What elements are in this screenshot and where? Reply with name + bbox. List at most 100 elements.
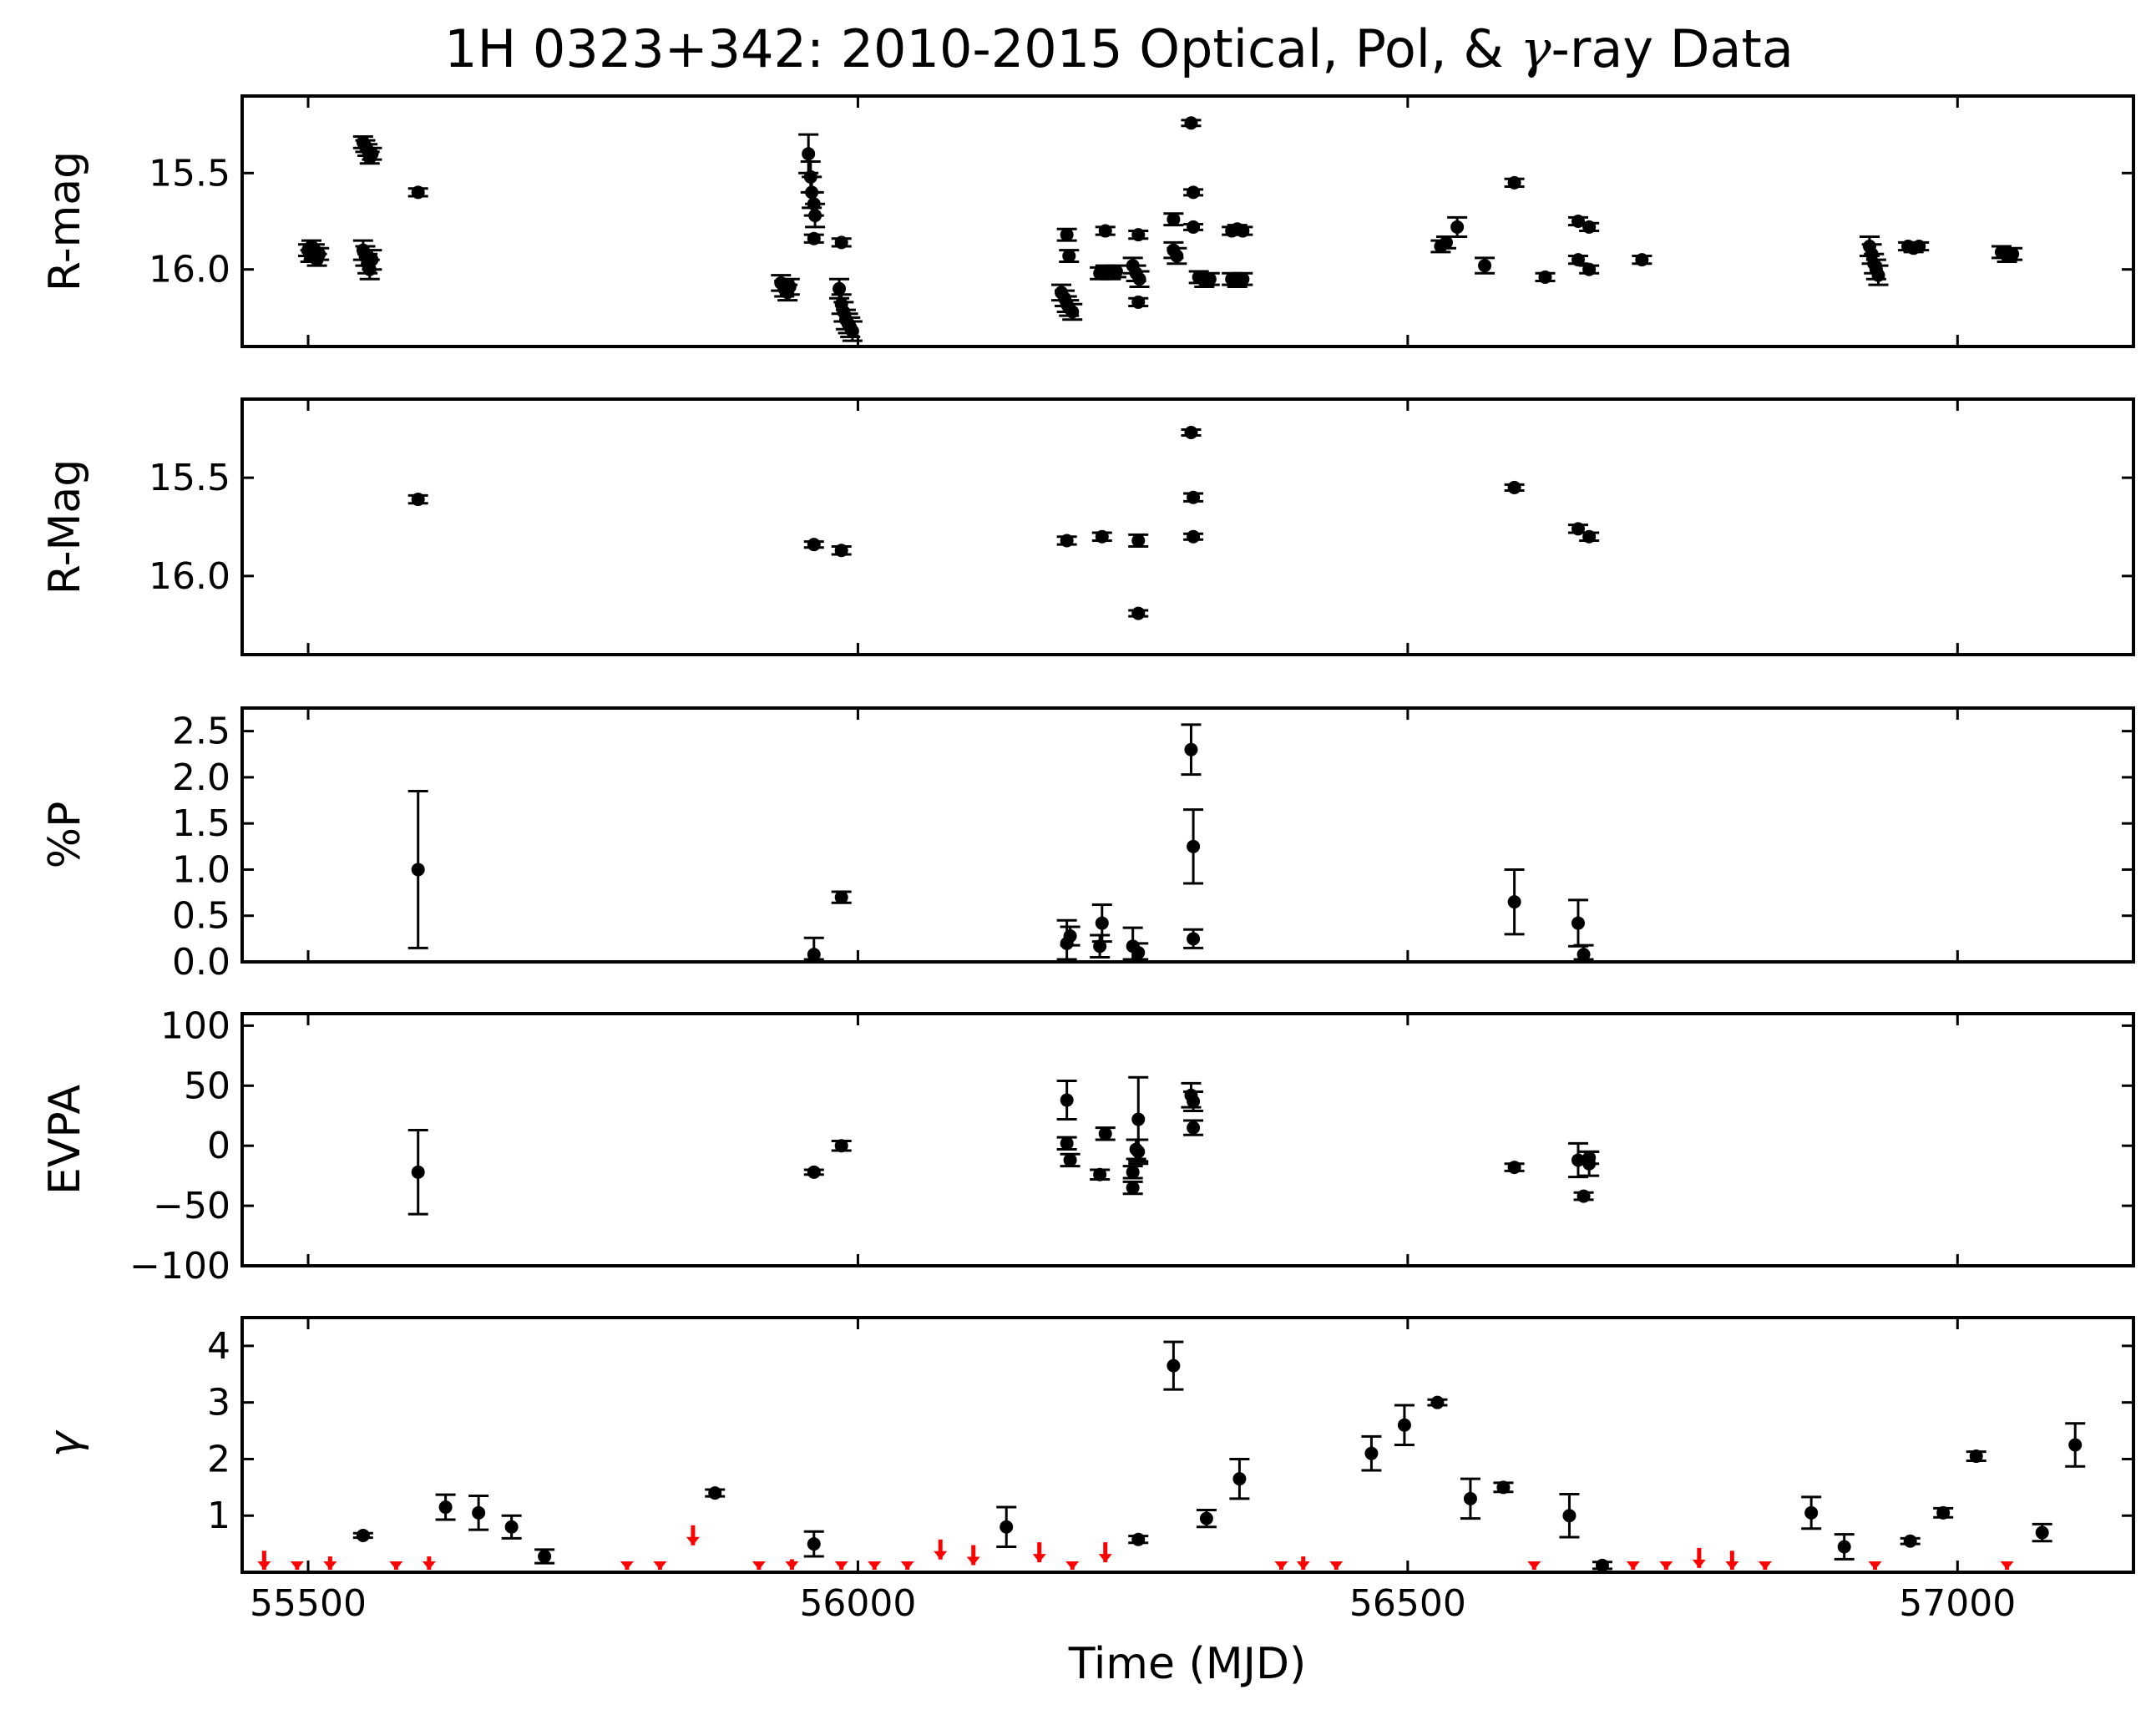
data-point xyxy=(1131,1532,1146,1546)
data-point xyxy=(1187,490,1201,504)
panel-gamma-frame xyxy=(240,1316,2135,1574)
chart-title: 1H 0323+342: 2010-2015 Optical, Pol, & γ… xyxy=(444,18,1794,79)
panel-polarization-ylabel: %P xyxy=(40,802,90,869)
data-point xyxy=(1060,534,1074,548)
data-point xyxy=(1507,1161,1521,1175)
data-point xyxy=(1562,1509,1577,1523)
y-tick-label: 0.5 xyxy=(172,895,230,938)
x-axis-label: Time (MJD) xyxy=(1068,1639,1307,1689)
data-point xyxy=(1804,1505,1819,1520)
data-point xyxy=(808,209,822,223)
data-point xyxy=(1187,1094,1201,1108)
y-tick-label: −50 xyxy=(153,1185,230,1227)
upper-limit-arrowhead xyxy=(1065,1561,1080,1570)
panel-gamma: γ xyxy=(40,1316,2135,1574)
panel-rmag-frame xyxy=(240,94,2135,348)
data-point xyxy=(1507,175,1521,190)
data-point xyxy=(1095,916,1109,930)
data-point xyxy=(1063,1153,1077,1167)
data-point xyxy=(1131,1112,1146,1126)
chart-title-symbol: γ xyxy=(1520,18,1551,79)
upper-limit-arrowhead xyxy=(389,1561,403,1570)
upper-limit-arrowhead xyxy=(1725,1561,1739,1570)
x-tick-label: 56000 xyxy=(799,1582,916,1625)
data-point xyxy=(2006,247,2020,261)
panel-rmag-ylabel: R-mag xyxy=(40,151,90,291)
data-point xyxy=(845,324,859,338)
data-point xyxy=(1131,534,1146,548)
data-point xyxy=(1577,1189,1591,1203)
data-point xyxy=(411,493,425,507)
upper-limit-arrowhead xyxy=(620,1561,634,1570)
upper-limit-arrowhead xyxy=(1329,1561,1344,1570)
data-point xyxy=(1232,1472,1247,1486)
panel-polarization-marks: 0.00.51.01.52.02.5 xyxy=(172,708,2133,984)
data-point xyxy=(1837,1540,1851,1554)
panel-evpa-marks: −100 −50 0 50 100 xyxy=(129,1004,2133,1288)
y-tick-label: 50 xyxy=(184,1065,230,1107)
data-point xyxy=(1496,1480,1511,1495)
data-point xyxy=(1187,220,1201,234)
panel-evpa: EVPA xyxy=(40,1012,2135,1267)
data-point xyxy=(504,1520,519,1534)
panel-evpa-ylabel: EVPA xyxy=(40,1085,90,1195)
upper-limit-arrowhead xyxy=(900,1561,914,1570)
data-point xyxy=(438,1500,453,1515)
y-tick-label: 2.0 xyxy=(172,756,230,799)
chart-title-suffix: -ray Data xyxy=(1551,18,1794,79)
upper-limit-arrowhead xyxy=(422,1561,436,1570)
data-point xyxy=(1187,839,1201,853)
data-point xyxy=(1187,185,1201,200)
panel-rmag-pol-ylabel: R-Mag xyxy=(40,459,90,595)
y-tick-label: 2 xyxy=(207,1438,230,1480)
data-point xyxy=(834,1139,848,1153)
data-point xyxy=(1131,295,1146,309)
upper-limit-arrowhead xyxy=(834,1561,848,1570)
data-point xyxy=(1095,529,1109,544)
upper-limit-arrowhead xyxy=(323,1561,337,1570)
data-point xyxy=(1871,268,1885,282)
data-point xyxy=(1903,1534,1917,1548)
data-point xyxy=(782,280,797,294)
chart-marks: 15.5 16.0 15.5 16.0 0.00.51.01.52.02.5 −100 −5… xyxy=(129,96,2133,1625)
data-point xyxy=(807,538,821,552)
upper-limit-arrowhead xyxy=(1692,1559,1706,1568)
data-point xyxy=(2035,1525,2049,1540)
upper-limit-arrowhead xyxy=(752,1561,766,1570)
y-tick-label: 2.5 xyxy=(172,711,230,753)
data-point xyxy=(1060,1093,1074,1107)
chart-title-prefix: 1H 0323+342: 2010-2015 Optical, Pol, & xyxy=(444,18,1520,79)
y-tick-label: 15.5 xyxy=(149,457,230,499)
data-point xyxy=(1478,259,1492,273)
y-tick-label: 16.0 xyxy=(149,555,230,598)
panel-polarization-frame xyxy=(240,706,2135,964)
data-point xyxy=(1595,1558,1609,1572)
upper-limit-arrowhead xyxy=(1296,1561,1310,1570)
data-point xyxy=(1236,224,1250,238)
y-tick-label: 0 xyxy=(207,1125,230,1167)
data-point xyxy=(1065,305,1080,319)
upper-limit-arrowhead xyxy=(653,1561,667,1570)
data-point xyxy=(365,147,379,161)
data-point xyxy=(1571,215,1585,228)
data-point xyxy=(807,1537,821,1551)
data-point xyxy=(1170,249,1184,263)
data-point xyxy=(1187,932,1201,946)
x-tick-label: 56500 xyxy=(1349,1582,1466,1625)
data-point xyxy=(708,1486,722,1500)
x-tick-label: 57000 xyxy=(1899,1582,2016,1625)
upper-limit-arrowhead xyxy=(1527,1561,1541,1570)
upper-limit-arrowhead xyxy=(257,1561,271,1570)
upper-limit-arrowhead xyxy=(868,1561,882,1570)
data-point xyxy=(807,948,821,962)
upper-limit-arrowhead xyxy=(1868,1561,1882,1570)
y-tick-label: 4 xyxy=(207,1325,230,1368)
upper-limit-arrowhead xyxy=(934,1551,948,1560)
upper-limit-arrowhead xyxy=(290,1561,304,1570)
data-point xyxy=(1439,235,1453,250)
data-point xyxy=(1936,1505,1951,1520)
data-point xyxy=(1187,1121,1201,1135)
data-point xyxy=(1167,212,1181,226)
data-point xyxy=(1131,228,1146,242)
data-point xyxy=(1187,529,1201,544)
